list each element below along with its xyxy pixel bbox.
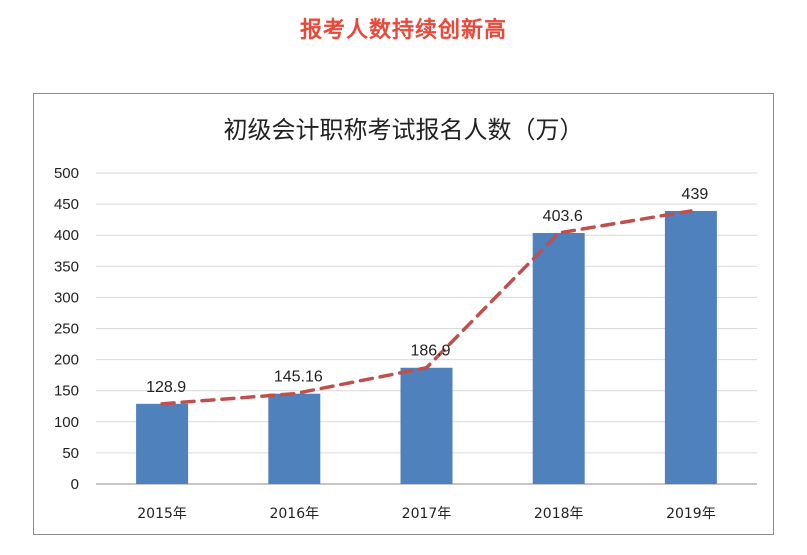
y-tick-label: 250 (54, 321, 79, 338)
bar (136, 403, 189, 484)
y-tick-label: 350 (54, 258, 79, 275)
x-tick-label: 2017年 (402, 506, 452, 522)
bar (532, 232, 585, 484)
data-label: 439 (682, 186, 709, 203)
y-tick-label: 50 (62, 445, 79, 462)
bar (664, 210, 717, 484)
y-tick-label: 0 (71, 476, 79, 493)
data-label: 128.9 (146, 379, 186, 396)
page-headline: 报考人数持续创新高 (299, 18, 507, 43)
y-tick-label: 400 (54, 227, 79, 244)
chart-title: 初级会计职称考试报名人数（万） (223, 116, 584, 144)
trend-line (160, 209, 693, 406)
bar (268, 393, 321, 484)
data-label: 145.16 (274, 369, 323, 386)
x-tick-label: 2015年 (137, 506, 187, 522)
y-tick-label: 500 (54, 165, 79, 182)
y-tick-label: 150 (54, 383, 79, 400)
y-tick-label: 300 (54, 289, 79, 306)
chart-frame: 初级会计职称考试报名人数（万） 0 50 100 150 200 250 300 350 400… (33, 93, 774, 535)
y-tick-label: 450 (54, 196, 79, 213)
x-tick-label: 2018年 (534, 506, 584, 522)
bar (400, 367, 453, 484)
y-tick-label: 200 (54, 352, 79, 369)
data-label: 403.6 (543, 208, 583, 225)
data-label: 186.9 (410, 343, 450, 360)
y-tick-label: 100 (54, 414, 79, 431)
x-tick-label: 2019年 (666, 506, 716, 522)
bar-chart: 0 50 100 150 200 250 300 350 400 450 500 128.9 145.1… (54, 165, 757, 522)
x-tick-label: 2016年 (269, 506, 319, 522)
